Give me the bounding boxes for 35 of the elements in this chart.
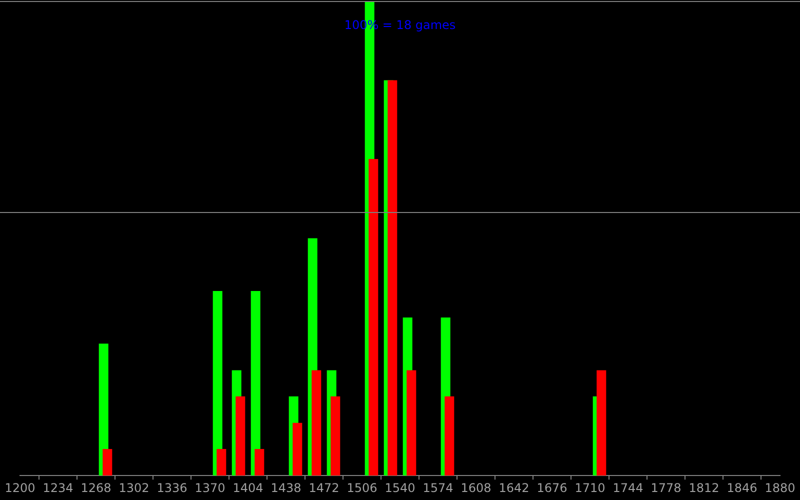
x-tick-label: 1710 bbox=[574, 480, 606, 495]
x-tick-label: 1370 bbox=[194, 480, 226, 495]
x-tick-label: 1268 bbox=[80, 480, 112, 495]
bar bbox=[102, 449, 112, 476]
x-tick-label: 1608 bbox=[460, 480, 492, 495]
bar bbox=[236, 396, 246, 476]
x-tick-label: 1234 bbox=[42, 480, 74, 495]
x-tick-label: 1438 bbox=[270, 480, 302, 495]
x-tick-label: 1778 bbox=[650, 480, 682, 495]
x-tick-label: 1846 bbox=[726, 480, 758, 495]
x-tick-label: 1642 bbox=[498, 480, 530, 495]
bar bbox=[368, 159, 378, 476]
x-tick-label: 1302 bbox=[118, 480, 150, 495]
bar bbox=[212, 290, 222, 476]
bar bbox=[330, 396, 340, 476]
x-tick-label: 1880 bbox=[764, 480, 796, 495]
bar bbox=[406, 370, 416, 476]
x-tick-label: 1812 bbox=[688, 480, 720, 495]
bar bbox=[292, 422, 302, 476]
bar bbox=[312, 370, 322, 476]
x-tick-label: 1336 bbox=[156, 480, 188, 495]
bar bbox=[596, 370, 606, 476]
x-tick-label: 1676 bbox=[536, 480, 568, 495]
x-tick-label: 1404 bbox=[232, 480, 264, 495]
x-tick-label: 1472 bbox=[308, 480, 340, 495]
x-tick-label: 1744 bbox=[612, 480, 644, 495]
x-tick-label: 1540 bbox=[384, 480, 416, 495]
bar bbox=[250, 290, 260, 476]
bar bbox=[216, 449, 226, 476]
bar bbox=[388, 80, 398, 476]
x-tick-label: 1574 bbox=[422, 480, 454, 495]
bar bbox=[444, 396, 454, 476]
x-tick-label: 1506 bbox=[346, 480, 378, 495]
x-tick-label: 1200 bbox=[4, 480, 36, 495]
bar bbox=[254, 449, 264, 476]
